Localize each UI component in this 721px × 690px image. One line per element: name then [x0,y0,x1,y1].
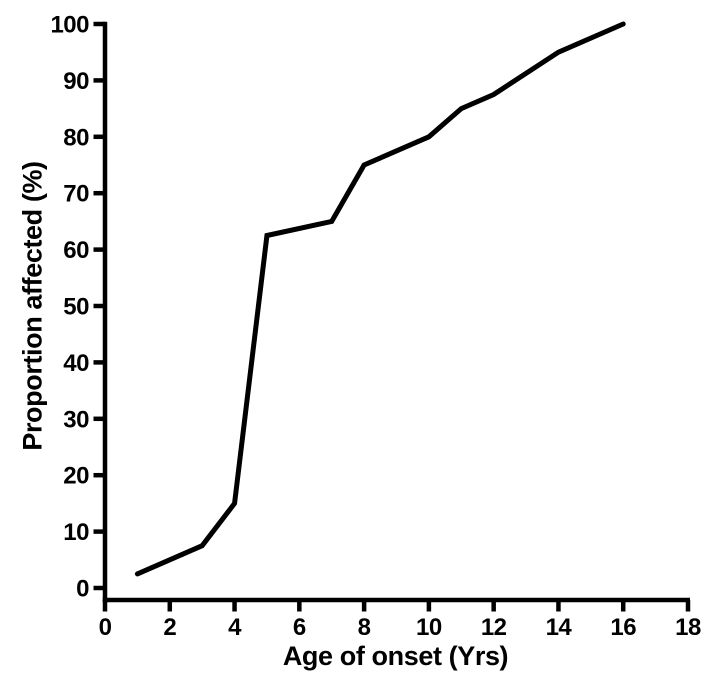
x-tick-label: 14 [546,614,573,641]
x-tick-label: 18 [675,614,701,641]
y-tick-label: 80 [63,124,89,151]
y-tick-label: 0 [76,576,89,603]
y-tick-label: 70 [63,181,89,208]
x-axis-title: Age of onset (Yrs) [282,641,509,671]
y-tick-label: 20 [63,463,89,490]
x-tick-label: 8 [358,614,371,641]
x-tick-label: 0 [99,614,112,641]
y-axis-title: Proportion affected (%) [17,161,48,451]
y-tick-label: 90 [63,68,89,95]
y-tick-label: 40 [63,350,89,377]
y-tick-label: 60 [63,237,89,264]
x-tick-label: 16 [610,614,636,641]
x-tick-label: 6 [293,614,306,641]
y-tick-label: 10 [63,519,89,546]
x-tick-label: 10 [416,614,442,641]
y-tick-label: 50 [63,294,89,321]
x-tick-label: 4 [228,614,242,641]
y-tick-label: 30 [63,406,89,433]
y-tick-label: 100 [50,12,89,39]
proportion-affected-curve [134,21,626,577]
x-tick-label: 12 [481,614,507,641]
x-tick-label: 2 [163,614,176,641]
